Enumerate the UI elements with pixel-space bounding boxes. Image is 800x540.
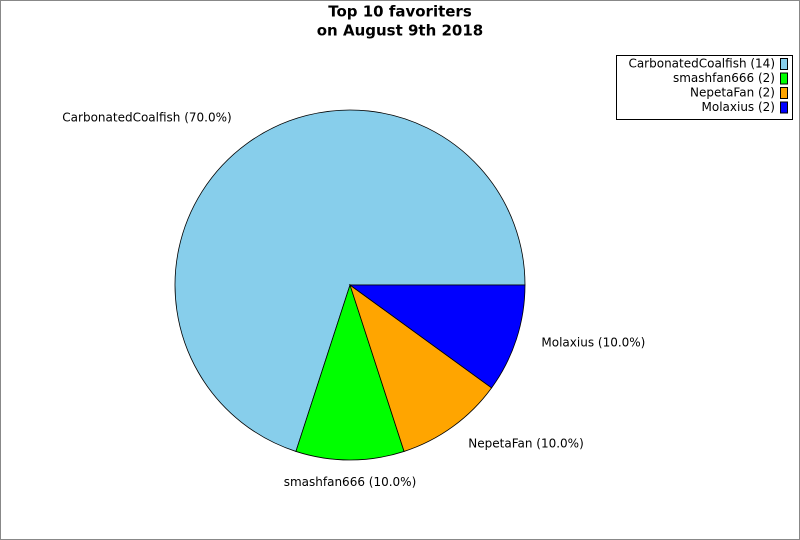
slice-label: CarbonatedCoalfish (70.0%) bbox=[62, 111, 231, 125]
pie-slice bbox=[295, 283, 405, 461]
legend-swatch bbox=[780, 87, 788, 99]
pie-slice bbox=[349, 283, 493, 452]
legend-swatch bbox=[780, 58, 788, 70]
slice-label: smashfan666 (10.0%) bbox=[284, 475, 417, 489]
pie-slice bbox=[174, 109, 526, 452]
legend-swatch bbox=[780, 72, 788, 85]
legend-label: Molaxius (2) bbox=[702, 100, 776, 114]
legend-swatch bbox=[780, 101, 788, 114]
chart-subtitle: on August 9th 2018 bbox=[317, 22, 484, 40]
chart-title: Top 10 favoriters bbox=[328, 3, 472, 21]
pie-slice bbox=[348, 284, 526, 389]
slice-label: Molaxius (10.0%) bbox=[541, 336, 645, 350]
legend-box bbox=[616, 55, 793, 120]
legend-label: CarbonatedCoalfish (14) bbox=[628, 57, 775, 71]
slice-label: NepetaFan (10.0%) bbox=[468, 436, 583, 450]
legend-label: smashfan666 (2) bbox=[673, 71, 775, 85]
legend-label: NepetaFan (2) bbox=[690, 86, 775, 100]
